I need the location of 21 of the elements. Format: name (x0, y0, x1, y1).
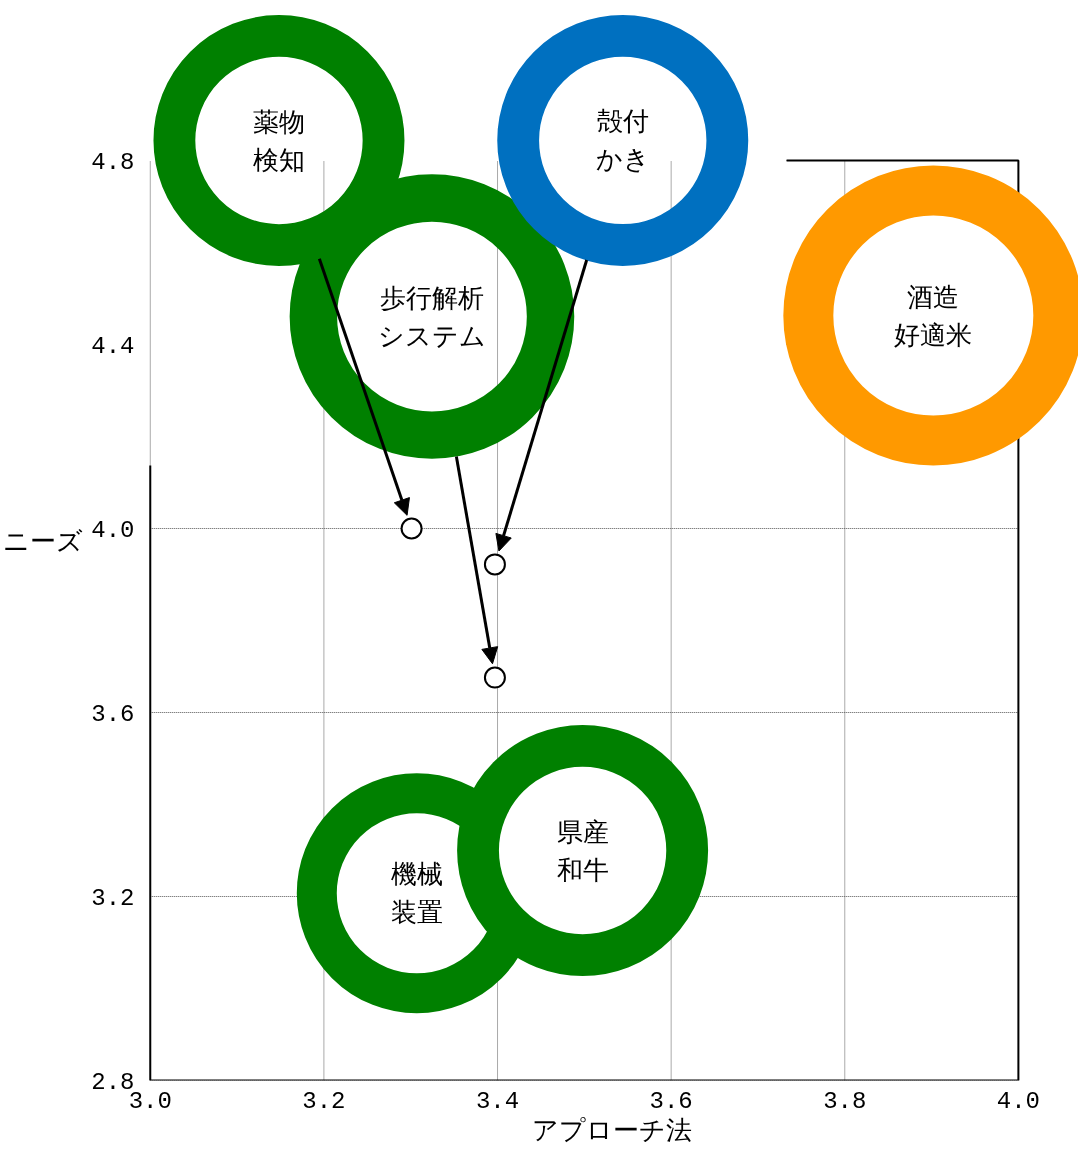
y-tick-label: 3.2 (91, 884, 135, 912)
x-tick-label: 3.4 (475, 1087, 520, 1115)
point (400, 517, 423, 540)
y-tick-label: 4.0 (91, 516, 135, 544)
annotation: 殻付かき (595, 106, 650, 175)
x-tick-label: 3.6 (649, 1087, 693, 1115)
annotation: 県産和牛 (556, 816, 609, 885)
y-axis-title: ニーズ (3, 525, 84, 556)
x-tick-label: 3.2 (302, 1087, 346, 1115)
x-tick-label: 3.8 (823, 1087, 867, 1115)
annotation: 歩行解析システム (377, 282, 486, 351)
y-tick-label: 4.8 (91, 148, 135, 176)
point (483, 666, 506, 689)
annotation: 機械装置 (390, 859, 443, 928)
y-tick-label: 3.6 (91, 700, 135, 728)
annotation: 酒造好適米 (894, 281, 973, 350)
y-tick-label: 4.4 (91, 332, 135, 360)
annotation: 薬物検知 (252, 106, 305, 175)
x-axis-title: アプローチ法 (532, 1114, 692, 1145)
x-tick-label: 4.0 (996, 1087, 1041, 1115)
point (483, 553, 506, 576)
